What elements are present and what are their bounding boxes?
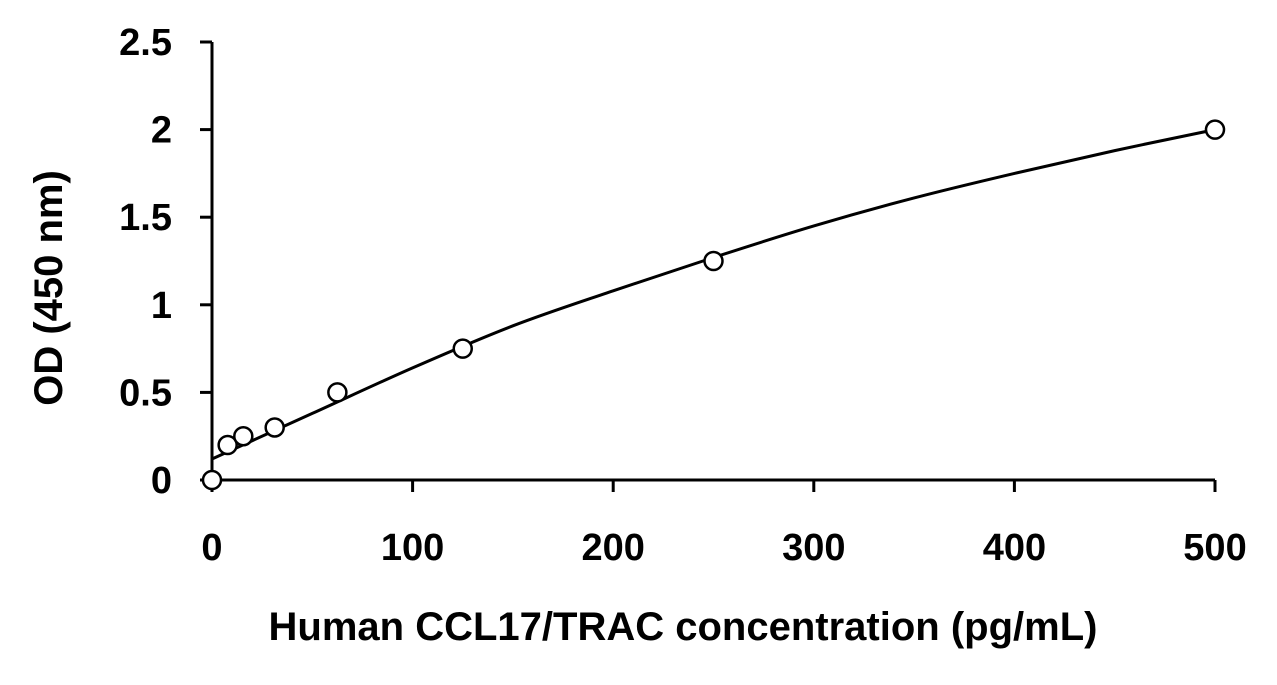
data-point (201, 469, 223, 491)
y-axis-title: OD (450 nm) (27, 170, 71, 406)
y-tick-label: 2 (151, 110, 172, 152)
x-tick-label: 100 (381, 527, 444, 569)
y-tick-label: 0.5 (119, 372, 172, 414)
x-tick-label: 400 (983, 527, 1046, 569)
y-tick-label: 1.5 (119, 197, 172, 239)
data-point (264, 417, 285, 438)
x-axis-title: Human CCL17/TRAC concentration (pg/mL) (269, 605, 1098, 649)
data-points-layer (201, 119, 1226, 491)
data-point (217, 434, 238, 456)
y-tick-label: 1 (151, 285, 172, 327)
x-tick-label: 500 (1183, 527, 1246, 569)
fit-curve (211, 128, 1216, 461)
y-tick-label: 2.5 (119, 22, 172, 64)
data-point (327, 382, 348, 403)
data-point (452, 338, 473, 359)
axes (200, 40, 1217, 492)
data-point (233, 425, 254, 447)
data-point (703, 250, 724, 272)
data-point (1204, 119, 1226, 140)
fit-curve-layer (211, 128, 1216, 461)
x-tick-label: 300 (782, 527, 845, 569)
x-tick-label: 0 (201, 527, 222, 569)
tick-labels-layer: 0 0.5 1 1.5 2 2.5 0 100 200 300 400 500 (119, 22, 1247, 569)
x-tick-label: 200 (581, 527, 644, 569)
y-tick-label: 0 (151, 460, 172, 502)
